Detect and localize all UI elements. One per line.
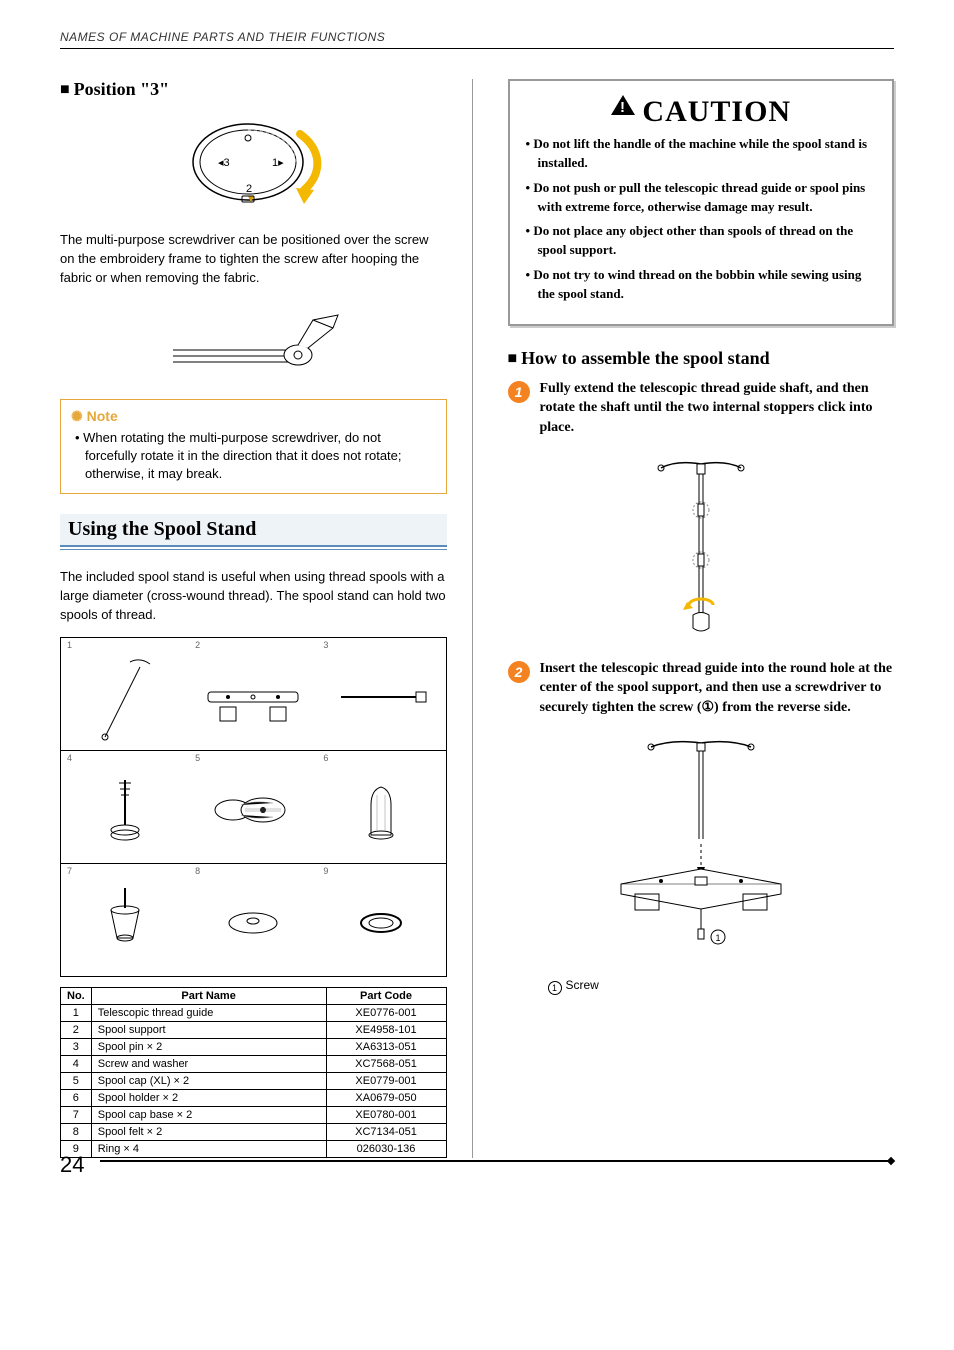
caution-item: Do not lift the handle of the machine wh… <box>524 135 879 173</box>
step-number-1: 1 <box>508 381 530 403</box>
assemble-title-text: How to assemble the spool stand <box>521 348 770 368</box>
section-title: Using the Spool Stand <box>60 514 447 547</box>
caution-title-text: CAUTION <box>642 95 791 128</box>
step-2-text: Insert the telescopic thread guide into … <box>540 659 895 718</box>
header-rule <box>60 48 894 49</box>
svg-text:!: ! <box>620 99 626 116</box>
table-row: 8Spool felt × 2XC7134-051 <box>61 1123 447 1140</box>
table-row: 4Screw and washerXC7568-051 <box>61 1055 447 1072</box>
assemble-heading: ■How to assemble the spool stand <box>508 348 895 369</box>
caution-item: Do not place any object other than spool… <box>524 222 879 260</box>
step-1: 1 Fully extend the telescopic thread gui… <box>508 379 895 438</box>
th-code: Part Code <box>326 987 446 1004</box>
table-row: 9Ring × 4026030-136 <box>61 1140 447 1157</box>
legend-marker-1: 1 <box>548 981 562 995</box>
svg-text:1▸: 1▸ <box>272 157 284 169</box>
legend-1-text: Screw <box>566 978 599 992</box>
legend-1: 1 Screw <box>508 978 895 995</box>
page-header: NAMES OF MACHINE PARTS AND THEIR FUNCTIO… <box>60 30 894 44</box>
position3-dial-diagram: ◂3 1▸ 2 ▼ <box>60 112 447 217</box>
footer-rule <box>100 1160 894 1162</box>
table-row: 5Spool cap (XL) × 2XE0779-001 <box>61 1072 447 1089</box>
note-title: Note <box>71 408 436 425</box>
parts-table: No. Part Name Part Code 1Telescopic thre… <box>60 987 447 1158</box>
step-2: 2 Insert the telescopic thread guide int… <box>508 659 895 718</box>
svg-text:◂3: ◂3 <box>218 157 230 169</box>
table-row: 7Spool cap base × 2XE0780-001 <box>61 1106 447 1123</box>
position3-body: The multi-purpose screwdriver can be pos… <box>60 231 447 288</box>
step-number-2: 2 <box>508 661 530 683</box>
caution-box: ! CAUTION Do not lift the handle of the … <box>508 79 895 326</box>
table-row: 3Spool pin × 2XA6313-051 <box>61 1038 447 1055</box>
table-row: 2Spool supportXE4958-101 <box>61 1021 447 1038</box>
caution-item: Do not push or pull the telescopic threa… <box>524 179 879 217</box>
section-intro: The included spool stand is useful when … <box>60 568 447 625</box>
step-1-text: Fully extend the telescopic thread guide… <box>540 379 895 438</box>
table-row: 6Spool holder × 2XA0679-050 <box>61 1089 447 1106</box>
parts-grid: 1 2 3 4 5 6 <box>60 637 447 977</box>
step2-diagram: 1 <box>508 729 895 964</box>
note-body: • When rotating the multi-purpose screwd… <box>71 429 436 484</box>
position3-heading: ■Position "3" <box>60 79 447 100</box>
th-name: Part Name <box>91 987 326 1004</box>
screwdriver-frame-diagram <box>60 300 447 385</box>
position3-title-text: Position "3" <box>74 79 170 99</box>
caution-item: Do not try to wind thread on the bobbin … <box>524 266 879 304</box>
step1-diagram <box>508 450 895 645</box>
section-title-wrap: Using the Spool Stand <box>60 514 447 550</box>
th-no: No. <box>61 987 92 1004</box>
caution-list: Do not lift the handle of the machine wh… <box>524 135 879 304</box>
svg-text:1: 1 <box>715 933 720 943</box>
warning-icon: ! <box>610 91 636 125</box>
note-box: Note • When rotating the multi-purpose s… <box>60 399 447 495</box>
page-number: 24 <box>60 1152 84 1178</box>
table-row: 1Telescopic thread guideXE0776-001 <box>61 1004 447 1021</box>
caution-title: ! CAUTION <box>524 91 879 129</box>
